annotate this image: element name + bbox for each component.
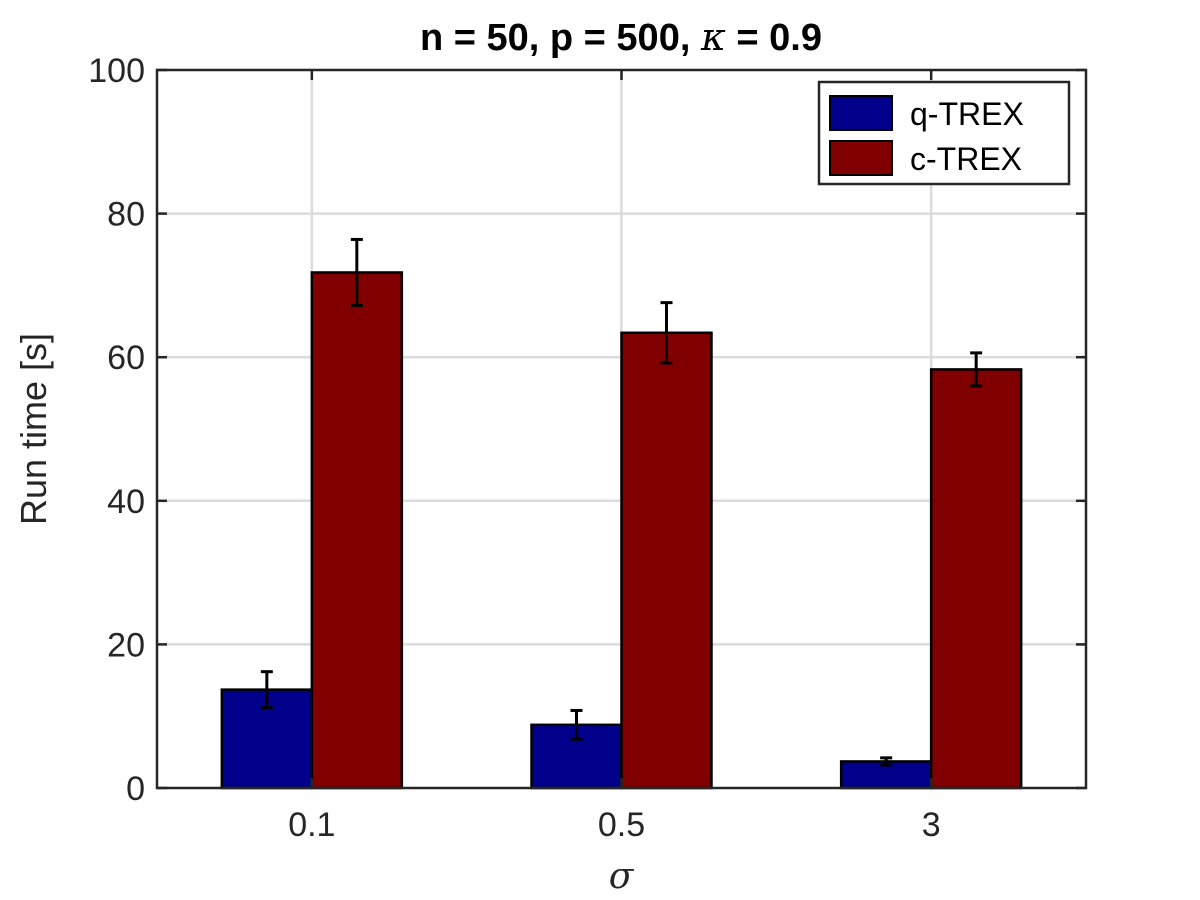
legend-label-c-trex: c-TREX [910, 141, 1022, 177]
x-tick-label-1: 0.5 [598, 806, 645, 844]
axis-ticks: 0 20 40 60 80 100 0.1 0.5 3 [88, 52, 1086, 844]
y-tick-label-80: 80 [107, 196, 145, 234]
chart-title: n = 50, p = 500, κ = 0.9 [420, 15, 822, 59]
bars [220, 271, 1023, 790]
y-tick-label-60: 60 [107, 339, 145, 377]
bar-c-TREX-0.1 [310, 271, 404, 790]
bar-c-TREX-3 [929, 368, 1023, 790]
x-axis-label: σ [609, 856, 635, 897]
legend-swatch-q-trex [829, 95, 893, 131]
error-bars [260, 237, 983, 767]
y-tick-label-40: 40 [107, 483, 145, 521]
x-tick-label-0: 0.1 [288, 806, 335, 844]
y-tick-label-0: 0 [126, 770, 145, 808]
title-kappa-symbol: κ [700, 15, 726, 59]
y-tick-label-20: 20 [107, 626, 145, 664]
legend-swatch-c-trex [829, 140, 893, 176]
x-tick-label-2: 3 [922, 806, 941, 844]
legend: q-TREX c-TREX [817, 80, 1071, 186]
legend-label-q-trex: q-TREX [910, 96, 1024, 132]
title-prefix: n = 50, p = 500, [420, 17, 701, 59]
title-suffix: = 0.9 [726, 17, 822, 59]
y-axis-label: Run time [s] [13, 333, 54, 525]
bar-c-TREX-0.5 [620, 331, 713, 790]
y-tick-label-100: 100 [88, 52, 145, 90]
